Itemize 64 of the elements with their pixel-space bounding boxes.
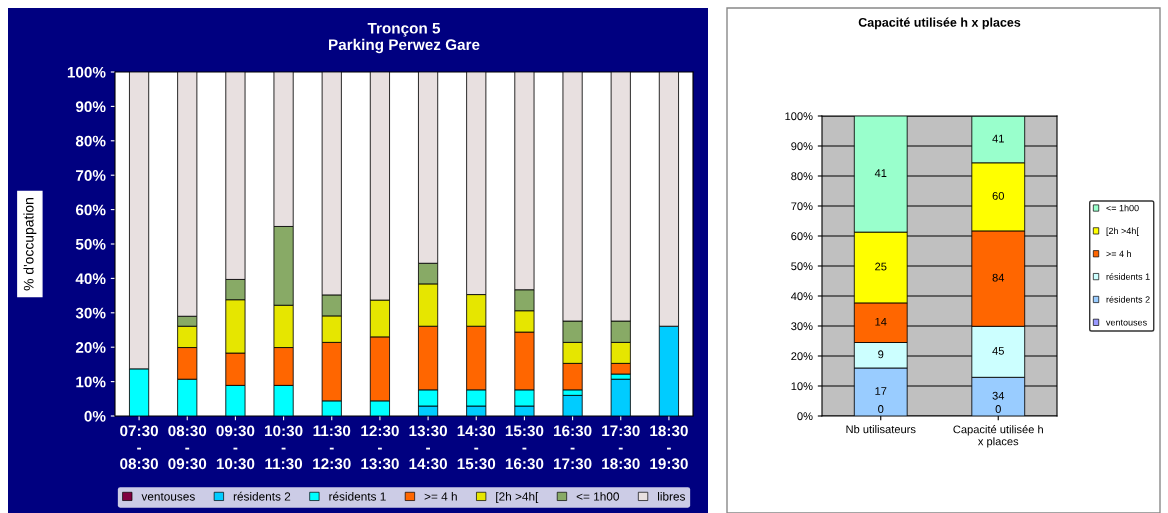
chart-title: Capacité utilisée h x places — [858, 17, 1021, 30]
x-tick-label: 11:30 - 12:30 — [313, 425, 351, 470]
annotation: 45 — [992, 347, 1004, 355]
x-tick-label: 17:30 - 18:30 — [602, 425, 640, 470]
x-tick-label: 10:30 - 11:30 — [265, 425, 303, 470]
x-tick-label: Capacité utilisée h x places — [953, 425, 1043, 448]
legend-label: résidents 2 — [233, 491, 291, 501]
annotation: 17 — [875, 387, 887, 395]
x-tick-label: 18:30 - 19:30 — [650, 425, 688, 470]
x-tick-label: 07:30 - 08:30 — [120, 425, 158, 470]
legend-label: <= 1h00 — [1106, 204, 1139, 212]
y-tick-label: 80% — [791, 172, 813, 181]
legend-label: [2h >4h[ — [1106, 227, 1139, 236]
x-tick-label: Nb utilisateurs — [846, 425, 916, 434]
y-tick-label: 10% — [76, 376, 106, 388]
x-tick-label: 08:30 - 09:30 — [168, 425, 207, 470]
y-tick-label: 70% — [791, 202, 813, 211]
y-tick-label: 100% — [785, 112, 813, 121]
annotation: 25 — [875, 262, 887, 271]
y-tick-label: 90% — [75, 101, 106, 113]
annotation: 34 — [992, 391, 1005, 400]
y-tick-label: 100% — [67, 66, 106, 78]
y-tick-label: 80% — [75, 135, 106, 147]
y-tick-label: 40% — [75, 273, 106, 285]
annotation: 0 — [878, 405, 884, 413]
legend-label: <= 1h00 — [576, 491, 619, 501]
legend-label: >= 4 h — [424, 491, 457, 501]
annotation: 9 — [878, 350, 884, 359]
annotation: 84 — [992, 273, 1005, 282]
y-tick-label: 0% — [797, 412, 813, 421]
y-axis-title: % d'occupation — [23, 198, 37, 291]
y-tick-label: 20% — [791, 352, 813, 361]
y-tick-label: 0% — [84, 410, 106, 422]
x-tick-label: 15:30 - 16:30 — [505, 425, 544, 470]
annotation: 60 — [992, 191, 1004, 200]
annotation: 41 — [992, 134, 1004, 143]
y-tick-label: 40% — [790, 292, 813, 301]
y-tick-label: 70% — [76, 170, 106, 181]
legend-label: résidents 2 — [1106, 295, 1150, 303]
y-tick-label: 20% — [75, 342, 106, 353]
y-tick-label: 30% — [791, 322, 813, 331]
x-tick-label: 16:30 - 17:30 — [554, 425, 592, 470]
y-tick-label: 50% — [75, 238, 106, 250]
legend-label: ventouses — [1105, 319, 1147, 326]
y-tick-label: 90% — [791, 142, 813, 151]
y-tick-label: 30% — [75, 307, 106, 319]
annotation: 0 — [995, 405, 1001, 413]
legend-label: libres — [658, 491, 686, 501]
annotation: 14 — [875, 317, 887, 326]
x-tick-label: 09:30 - 10:30 — [216, 425, 255, 470]
x-tick-label: 14:30 - 15:30 — [457, 425, 496, 470]
legend-label: résidents 1 — [329, 491, 386, 501]
chart-title: Tronçon 5 Parking Perwez Gare — [329, 22, 480, 54]
x-tick-label: 13:30 - 14:30 — [409, 425, 447, 470]
legend-label: >= 4 h — [1106, 250, 1131, 257]
x-tick-label: 12:30 - 13:30 — [361, 425, 399, 470]
y-tick-label: 60% — [75, 204, 106, 216]
y-tick-label: 60% — [791, 232, 813, 241]
annotation: 41 — [874, 169, 887, 177]
y-tick-label: 10% — [791, 382, 813, 391]
legend-label: [2h >4h[ — [496, 491, 539, 503]
legend-label: résidents 1 — [1106, 273, 1150, 280]
y-tick-label: 50% — [791, 262, 813, 271]
legend-label: ventouses — [141, 492, 195, 501]
